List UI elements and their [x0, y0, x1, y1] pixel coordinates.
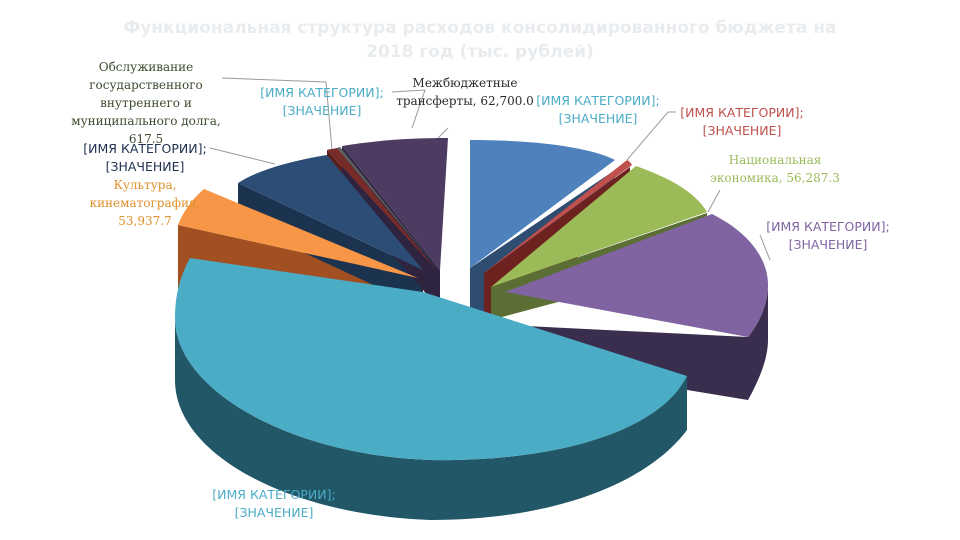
- chart-title: Функциональная структура расходов консол…: [123, 18, 837, 62]
- slice-gray: [337, 147, 439, 271]
- slice-orange: [178, 189, 418, 278]
- pie-slices: [175, 138, 768, 461]
- slice-violet: [342, 138, 448, 270]
- slice-cyan: [175, 258, 687, 461]
- slice-blue: [470, 140, 615, 268]
- slice-maroon: [327, 148, 437, 271]
- wall-purple-rim: [748, 285, 768, 400]
- label-economy: Национальная экономика, 56,287.3: [710, 153, 840, 185]
- label-category-top-blue: [ИМЯ КАТЕГОРИИ]; [ЗНАЧЕНИЕ]: [536, 93, 660, 126]
- label-category-bottom: [ИМЯ КАТЕГОРИИ]; [ЗНАЧЕНИЕ]: [212, 487, 336, 520]
- label-transfers: Межбюджетные трансферты, 62,700.0: [396, 76, 534, 108]
- label-category-red: [ИМЯ КАТЕГОРИИ]; [ЗНАЧЕНИЕ]: [680, 105, 804, 138]
- slice-green: [491, 166, 707, 287]
- wall-big-rim: [175, 318, 687, 520]
- slice-purple: [505, 214, 768, 337]
- label-category-top-left: [ИМЯ КАТЕГОРИИ]; [ЗНАЧЕНИЕ]: [260, 85, 384, 118]
- leader-lines: [209, 77, 771, 492]
- label-debt: Обслуживание государственного внутреннег…: [71, 60, 221, 146]
- wall-purple-side: [505, 292, 748, 400]
- slice-darkblue: [238, 155, 423, 270]
- label-culture: Культура, кинематография, 53,937.7: [89, 178, 201, 228]
- label-category-purple: [ИМЯ КАТЕГОРИИ]; [ЗНАЧЕНИЕ]: [766, 219, 890, 252]
- label-category-left: [ИМЯ КАТЕГОРИИ]; [ЗНАЧЕНИЕ]: [83, 141, 207, 174]
- slice-red: [484, 160, 632, 273]
